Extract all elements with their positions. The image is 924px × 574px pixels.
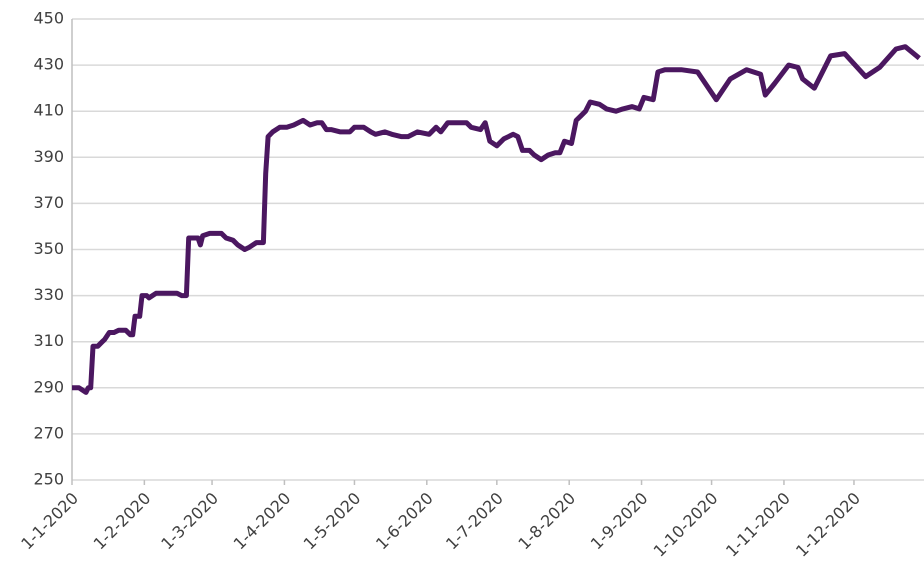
y-tick-label: 450 xyxy=(33,9,64,28)
x-tick-label: 1-4-2020 xyxy=(230,489,295,554)
y-tick-label: 250 xyxy=(33,470,64,489)
y-tick-label: 370 xyxy=(33,193,64,212)
x-tick-label: 1-2-2020 xyxy=(90,489,155,554)
y-tick-label: 410 xyxy=(33,101,64,120)
x-tick-label: 1-6-2020 xyxy=(372,489,437,554)
x-tick-label: 1-1-2020 xyxy=(17,489,82,554)
y-tick-label: 430 xyxy=(33,55,64,74)
x-tick-label: 1-7-2020 xyxy=(442,489,507,554)
y-tick-label: 270 xyxy=(33,423,64,442)
y-tick-label: 350 xyxy=(33,239,64,258)
x-tick-label: 1-5-2020 xyxy=(300,489,365,554)
line-series xyxy=(72,44,921,395)
x-tick-label: 1-10-2020 xyxy=(650,489,722,561)
x-tick-label: 1-9-2020 xyxy=(587,489,652,554)
x-tick-label: 1-12-2020 xyxy=(792,489,864,561)
y-tick-label: 310 xyxy=(33,331,64,350)
x-tick-label: 1-11-2020 xyxy=(722,489,794,561)
y-tick-label: 290 xyxy=(33,377,64,396)
x-tick-label: 1-3-2020 xyxy=(157,489,222,554)
y-tick-label: 330 xyxy=(33,285,64,304)
x-tick-label: 1-8-2020 xyxy=(514,489,579,554)
y-tick-label: 390 xyxy=(33,147,64,166)
